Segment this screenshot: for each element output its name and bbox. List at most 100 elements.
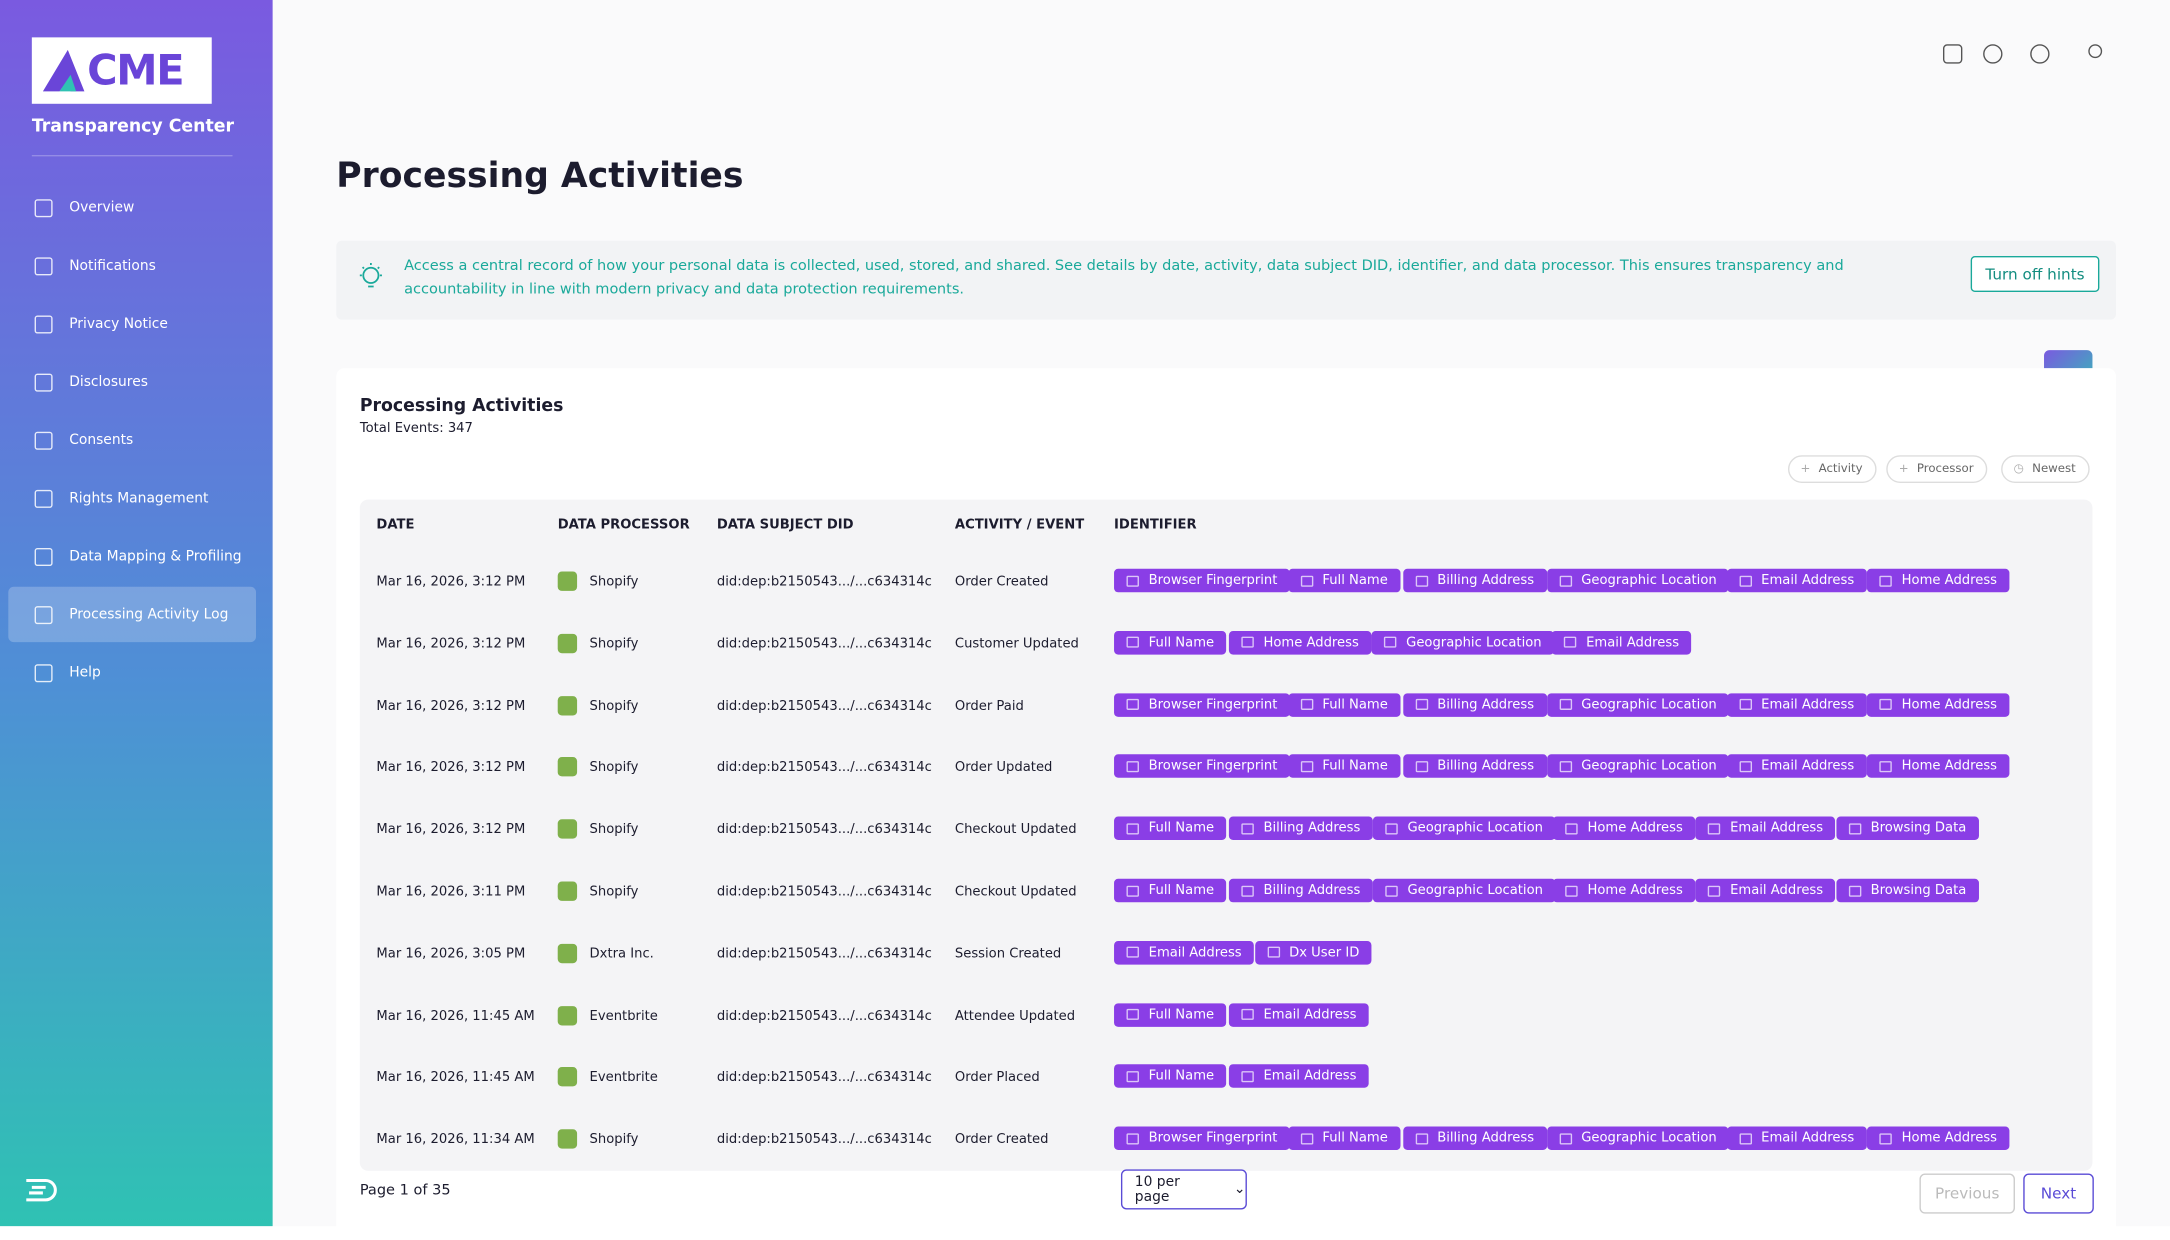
nav-item[interactable]: Notifications <box>8 238 256 293</box>
processor: Eventbrite <box>590 1008 658 1023</box>
user-icon[interactable] <box>2088 44 2102 58</box>
filter-button[interactable]: ◷Newest <box>2001 455 2090 483</box>
footer-logo <box>24 1176 66 1204</box>
processor-icon <box>558 820 577 839</box>
nav-item[interactable]: Disclosures <box>8 354 256 409</box>
nav-item[interactable]: Consents <box>8 412 256 467</box>
identifier-chip: Billing Address <box>1403 755 1547 779</box>
activity: Attendee Updated <box>955 1008 1075 1023</box>
column-header: IDENTIFIER <box>1114 518 1197 533</box>
nav-label: Privacy Notice <box>69 316 168 331</box>
activity: Checkout Updated <box>955 884 1077 899</box>
processor-icon <box>558 1130 577 1149</box>
processor-icon <box>558 634 577 653</box>
identifier-chip: Geographic Location <box>1373 817 1556 841</box>
nav-item[interactable]: Overview <box>8 180 256 235</box>
subject-did: did:dep:b2150543.../...c634314c <box>717 1008 932 1023</box>
identifier-chip: Browser Fingerprint <box>1114 755 1290 779</box>
identifier-chip: Home Address <box>1553 817 1695 841</box>
nav-item[interactable]: Processing Activity Log <box>8 587 256 642</box>
date: Mar 16, 2026, 3:05 PM <box>376 946 525 961</box>
identifier-chip: Full Name <box>1288 755 1401 779</box>
activity: Order Created <box>955 1132 1049 1147</box>
help-icon[interactable] <box>1943 44 1962 63</box>
subject-did: did:dep:b2150543.../...c634314c <box>717 822 932 837</box>
nav-label: Notifications <box>69 258 156 273</box>
identifier-chip: Browser Fingerprint <box>1114 1127 1290 1151</box>
subject-did: did:dep:b2150543.../...c634314c <box>717 574 932 589</box>
subject-did: did:dep:b2150543.../...c634314c <box>717 760 932 775</box>
per-page-select[interactable]: 10 per page⌄ <box>1121 1169 1247 1209</box>
identifier-chip: Full Name <box>1114 1065 1227 1089</box>
page-indicator: Page 1 of 35 <box>360 1182 451 1199</box>
identifier-chip: Email Address <box>1551 631 1691 655</box>
identifier-chip: Billing Address <box>1403 569 1547 593</box>
filter-label: Activity <box>1819 462 1863 476</box>
filter-button[interactable]: +Activity <box>1788 455 1876 483</box>
column-header: DATA SUBJECT DID <box>717 518 854 533</box>
identifier-chip: Email Address <box>1229 1003 1369 1027</box>
nav-item[interactable]: Help <box>8 645 256 700</box>
identifier-chip: Browser Fingerprint <box>1114 693 1290 717</box>
processor-icon <box>558 572 577 591</box>
column-header: DATE <box>376 518 414 533</box>
activity: Order Placed <box>955 1070 1040 1085</box>
identifier-chip: Full Name <box>1288 569 1401 593</box>
identifier-chip: Billing Address <box>1403 693 1547 717</box>
turn-off-hints[interactable]: Turn off hints <box>1971 256 2100 292</box>
hint-text: Access a central record of how your pers… <box>404 255 1899 302</box>
total-events: Total Events: 347 <box>360 421 473 436</box>
identifier-chip: Geographic Location <box>1547 569 1730 593</box>
identifier-chip: Full Name <box>1288 1127 1401 1151</box>
globe-icon[interactable] <box>2030 44 2049 63</box>
subject-did: did:dep:b2150543.../...c634314c <box>717 636 932 651</box>
nav-label: Overview <box>69 200 134 215</box>
nav-label: Data Mapping & Profiling <box>69 549 241 564</box>
subject-did: did:dep:b2150543.../...c634314c <box>717 1070 932 1085</box>
subject-did: did:dep:b2150543.../...c634314c <box>717 946 932 961</box>
next-button[interactable]: Next <box>2023 1174 2094 1214</box>
identifier-chip: Browser Fingerprint <box>1114 569 1290 593</box>
processor: Shopify <box>590 698 639 713</box>
nav-label: Rights Management <box>69 491 208 506</box>
nav-label: Consents <box>69 432 133 447</box>
activity: Order Created <box>955 574 1049 589</box>
date: Mar 16, 2026, 11:34 AM <box>376 1132 534 1147</box>
activity: Session Created <box>955 946 1061 961</box>
bell-icon[interactable] <box>1983 44 2002 63</box>
processor-icon <box>558 944 577 963</box>
nav-item[interactable]: Data Mapping & Profiling <box>8 529 256 584</box>
page-title: Processing Activities <box>336 155 743 195</box>
identifier-chip: Email Address <box>1229 1065 1369 1089</box>
previous-button[interactable]: Previous <box>1919 1174 2014 1214</box>
subject-did: did:dep:b2150543.../...c634314c <box>717 698 932 713</box>
identifier-chip: Full Name <box>1114 879 1227 903</box>
processor-icon <box>558 882 577 901</box>
identifier-chip: Email Address <box>1727 755 1867 779</box>
card-title: Processing Activities <box>360 394 564 415</box>
identifier-chip: Email Address <box>1696 879 1836 903</box>
column-header: DATA PROCESSOR <box>558 518 690 533</box>
identifier-chip: Billing Address <box>1403 1127 1547 1151</box>
nav-item[interactable]: Rights Management <box>8 471 256 526</box>
date: Mar 16, 2026, 3:12 PM <box>376 822 525 837</box>
activity: Order Updated <box>955 760 1053 775</box>
date: Mar 16, 2026, 11:45 AM <box>376 1070 534 1085</box>
logo: CME <box>32 37 212 103</box>
nav-item[interactable]: Privacy Notice <box>8 296 256 351</box>
sidebar: CME Transparency Center Overview Notifica… <box>0 0 273 1226</box>
processor-icon <box>558 758 577 777</box>
identifier-chip: Dx User ID <box>1255 941 1372 965</box>
identifier-chip: Geographic Location <box>1372 631 1555 655</box>
processor: Shopify <box>590 574 639 589</box>
subject-did: did:dep:b2150543.../...c634314c <box>717 884 932 899</box>
activity: Order Paid <box>955 698 1024 713</box>
identifier-chip: Home Address <box>1553 879 1695 903</box>
identifier-chip: Billing Address <box>1229 817 1373 841</box>
identifier-chip: Full Name <box>1114 631 1227 655</box>
filter-button[interactable]: +Processor <box>1886 455 1987 483</box>
identifier-chip: Email Address <box>1727 569 1867 593</box>
date: Mar 16, 2026, 3:12 PM <box>376 698 525 713</box>
subtitle: Transparency Center <box>32 115 234 136</box>
